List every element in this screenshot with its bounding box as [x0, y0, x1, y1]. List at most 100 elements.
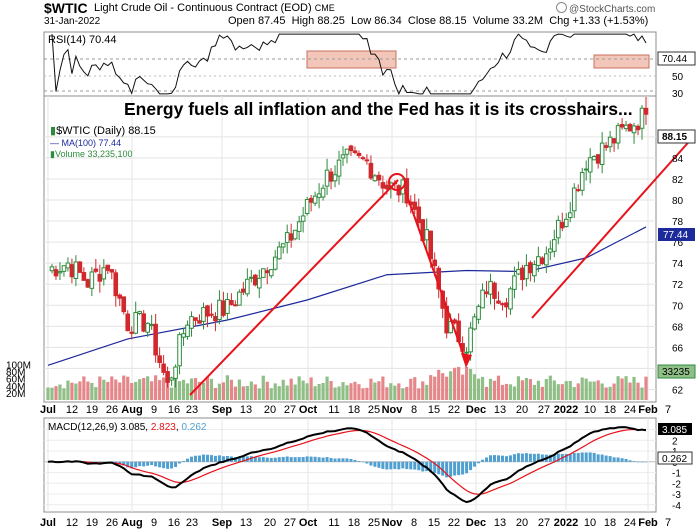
candle-body [376, 174, 382, 181]
candles [49, 97, 649, 388]
brand: @StockCharts.com [556, 2, 655, 15]
volume-bar [134, 381, 138, 400]
candle-body [57, 271, 63, 274]
volume-bar [158, 380, 162, 400]
candle-body [623, 124, 629, 130]
macd-hist-bar [325, 457, 329, 462]
candle-body [197, 320, 202, 324]
price-panel: Energy fuels all inflation and the Fed h… [6, 95, 696, 403]
macd-hist-bar [592, 452, 596, 462]
price-frame [43, 95, 657, 403]
quote-date: 31-Jan-2022 [44, 16, 101, 27]
x-axis-label: Jul [40, 404, 56, 416]
candle-body [73, 261, 79, 280]
candle-body [233, 304, 238, 307]
low-value: 86.34 [374, 15, 402, 27]
candle-body [221, 300, 226, 316]
macd-hist-bar [413, 461, 417, 470]
macd-hist-bar [162, 461, 166, 469]
x-axis-label: 12 [66, 404, 78, 416]
candle-body [555, 219, 561, 239]
volume-bar [281, 379, 285, 400]
macd-hist-bar [321, 457, 325, 462]
x-axis-label: 26 [106, 517, 118, 529]
macd-hist-bar [508, 455, 512, 462]
macd-hist-bar [225, 455, 229, 462]
x-axis-label: 27 [284, 404, 296, 416]
macd-hist-bar [516, 453, 520, 462]
macd-hist-bar [429, 461, 433, 473]
candle-body [476, 305, 481, 320]
candle-body [121, 296, 127, 313]
macd-signal-line [47, 428, 647, 495]
x-axis-label: 9 [151, 404, 157, 416]
macd-hist-bar [457, 461, 461, 476]
candle-body [249, 276, 254, 279]
price-tick-76: 76 [672, 238, 684, 249]
macd-hist-bar [349, 458, 353, 462]
x-axis-label: 16 [168, 404, 180, 416]
x-axis-label: Feb [638, 404, 658, 416]
macd-hist-bar [118, 461, 122, 465]
ohlc-readout: Open 87.45 High 88.25 Low 86.34 Close 88… [228, 15, 649, 27]
x-axis-label: 24 [624, 404, 636, 416]
macd-hist-bar [114, 461, 118, 464]
macd-hist-bar [317, 457, 321, 462]
volume-bar [564, 381, 568, 400]
macd-hist-bar [536, 453, 540, 462]
x-axis-top: Jul 12 19 26 Aug 9 16 23 Sep 13 20 27 Oct 11 18 25 Nov 8 1… [40, 404, 671, 416]
volume-bar [269, 388, 273, 400]
candle-body [412, 201, 418, 210]
candle-body [304, 199, 310, 214]
price-tick-70: 70 [672, 301, 684, 312]
volume-bar [325, 376, 329, 400]
x-axis-label: 10 [584, 404, 596, 416]
volume-bar [397, 383, 401, 400]
macd-hist-bar [580, 452, 584, 462]
macd-hist-bar [572, 453, 576, 462]
candle-body [272, 256, 278, 270]
volume-bar [580, 377, 584, 400]
volume-bar [437, 369, 441, 400]
candle-body [324, 169, 330, 187]
x-axis-label: 7 [665, 404, 671, 416]
volume-bar [616, 376, 620, 400]
ma-last-badge [658, 228, 695, 241]
trend-line-up-dec-jan [531, 135, 695, 319]
x-axis-label: Oct [299, 517, 318, 529]
volume-bar [317, 383, 321, 400]
candle-body [340, 154, 346, 159]
candle-body [268, 269, 274, 277]
candle-body [105, 264, 111, 271]
macd-hist-bar [628, 460, 632, 462]
volume-bar [106, 381, 110, 400]
volume-bar [644, 376, 648, 400]
candle-body [540, 257, 545, 265]
x-axis-label: Sep [212, 517, 232, 529]
candle-body [536, 256, 541, 266]
volume-bar [205, 376, 210, 400]
volume-bar [301, 380, 305, 400]
volume-bars [46, 366, 648, 400]
candle-body [153, 323, 158, 356]
macd-hist-bar [401, 461, 405, 469]
candle-body [253, 274, 258, 286]
volume-bar [624, 376, 628, 400]
volume-tick-40M: 40M [6, 382, 25, 393]
candle-body [372, 175, 378, 182]
candle-body [472, 316, 477, 330]
change-value: +1.33 (+1.53%) [572, 15, 649, 27]
x-axis-label: 24 [624, 517, 636, 529]
volume-bar [357, 384, 361, 400]
x-axis-label: Jul [40, 517, 56, 529]
volume-bar [62, 388, 66, 400]
macd-hist-bar [166, 461, 170, 469]
candle-body [109, 269, 115, 273]
macd-hist-bar [385, 461, 389, 470]
close-value: 88.15 [439, 15, 467, 27]
candle-body [213, 316, 218, 322]
macd-hist-bar [469, 461, 473, 471]
rsi-label: RSI(14) 70.44 [48, 34, 117, 46]
candle-body [241, 288, 246, 293]
